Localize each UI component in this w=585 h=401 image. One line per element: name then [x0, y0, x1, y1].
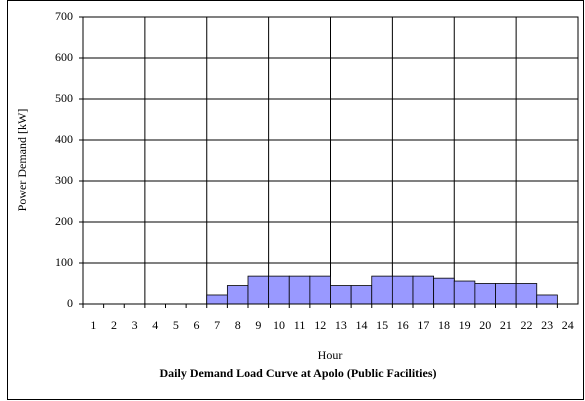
bar — [453, 280, 476, 305]
x-tick-label: 1 — [90, 318, 96, 332]
x-tick-label: 6 — [193, 318, 199, 332]
y-tick-label: 100 — [55, 255, 73, 269]
x-axis-label: Hour — [318, 348, 343, 362]
bar — [412, 275, 435, 305]
y-tick-label: 600 — [55, 50, 73, 64]
x-tick-label: 14 — [355, 318, 367, 332]
x-tick-label: 12 — [314, 318, 326, 332]
x-tick-label: 8 — [235, 318, 241, 332]
x-tick-label: 19 — [459, 318, 471, 332]
x-tick-label: 11 — [294, 318, 306, 332]
bar — [350, 285, 373, 305]
chart-title: Daily Demand Load Curve at Apolo (Public… — [160, 366, 437, 380]
y-tick-label: 400 — [55, 132, 73, 146]
x-tick-label: 3 — [132, 318, 138, 332]
frame — [7, 0, 584, 400]
x-tick-label: 23 — [541, 318, 553, 332]
bar — [433, 277, 455, 305]
bar — [268, 275, 290, 305]
y-tick-label: 500 — [55, 91, 73, 105]
bar — [391, 275, 414, 305]
bar — [371, 275, 393, 305]
bar — [515, 283, 538, 305]
x-tick-label: 22 — [520, 318, 532, 332]
x-tick-label: 2 — [111, 318, 117, 332]
bar — [226, 285, 249, 305]
x-tick-label: 20 — [479, 318, 491, 332]
bar — [495, 283, 517, 305]
bar — [247, 275, 270, 305]
x-tick-label: 10 — [273, 318, 285, 332]
bar — [330, 285, 352, 305]
y-tick-label: 300 — [55, 173, 73, 187]
y-axis-label: Power Demand [kW] — [15, 109, 29, 212]
x-tick-label: 21 — [500, 318, 512, 332]
bar — [309, 275, 331, 305]
bar — [206, 294, 228, 305]
x-tick-label: 15 — [376, 318, 388, 332]
bar — [474, 283, 496, 305]
x-tick-label: 17 — [417, 318, 429, 332]
y-tick-label: 200 — [55, 214, 73, 228]
y-tick-label: 700 — [55, 9, 73, 23]
x-tick-label: 13 — [335, 318, 347, 332]
x-tick-label: 9 — [255, 318, 261, 332]
x-tick-label: 4 — [152, 318, 158, 332]
bar — [536, 294, 558, 305]
x-tick-label: 18 — [438, 318, 450, 332]
x-tick-label: 16 — [397, 318, 409, 332]
bar — [288, 275, 311, 305]
y-tick-label: 0 — [67, 296, 73, 310]
x-tick-label: 5 — [173, 318, 179, 332]
x-tick-label: 7 — [214, 318, 220, 332]
x-tick-label: 24 — [562, 318, 574, 332]
